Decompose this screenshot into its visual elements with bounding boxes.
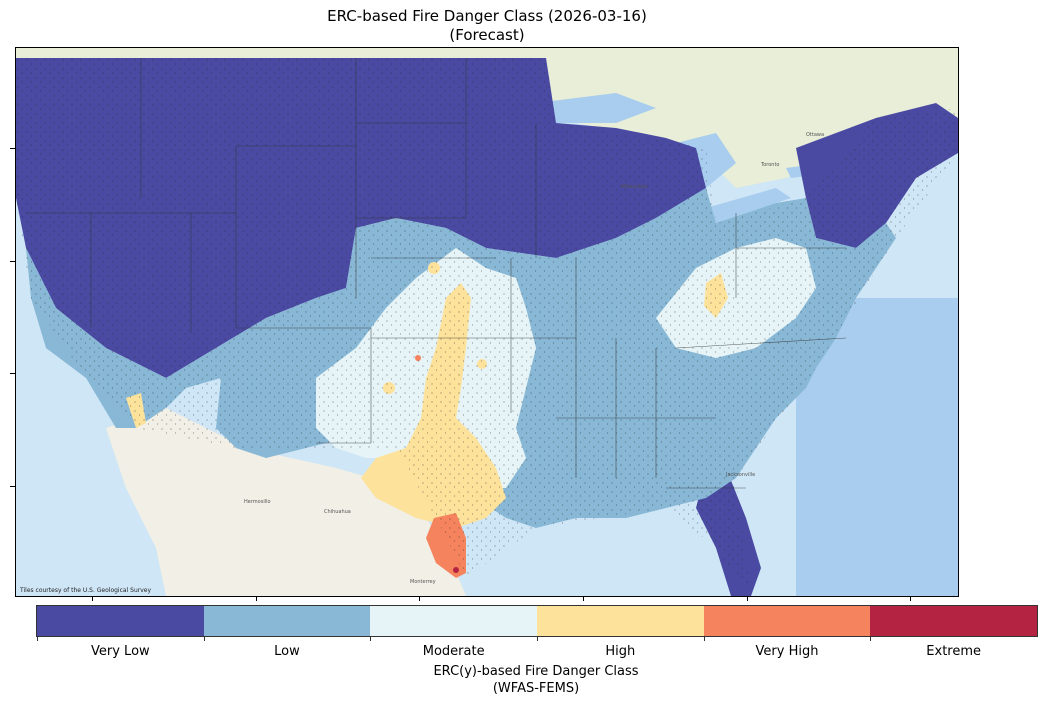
colorbar-class-label: Extreme (926, 644, 982, 659)
city-label: Chihuahua (324, 509, 351, 515)
y-axis-tick (10, 486, 15, 487)
x-axis-tick (256, 596, 257, 601)
city-label: Toronto (760, 162, 779, 168)
map-attribution: Tiles courtesy of the U.S. Geological Su… (20, 587, 152, 594)
colorbar-title-line1: ERC(y)-based Fire Danger Class (433, 664, 639, 679)
city-label: Ottawa (806, 132, 824, 138)
colorbar-segment (37, 606, 204, 636)
y-axis-tick (10, 148, 15, 149)
map-title-line1: ERC-based Fire Danger Class (2026-03-16) (327, 7, 647, 25)
colorbar-tick (370, 636, 372, 641)
station-dots-overlay (16, 58, 958, 596)
fire-danger-map[interactable]: Ottawa Toronto Milwaukee Hermosillo Chih… (15, 47, 959, 597)
city-label: Hermosillo (244, 499, 271, 505)
colorbar-tick (37, 636, 38, 641)
colorbar-class-label: Very Low (91, 644, 150, 659)
colorbar-segment (203, 606, 371, 636)
colorbar-tick (537, 636, 538, 641)
city-label: Monterrey (410, 579, 436, 585)
extreme-spot (453, 567, 459, 573)
x-axis-tick (583, 596, 584, 601)
colorbar (36, 605, 1038, 637)
colorbar-tick (703, 636, 705, 641)
map-canvas: Ottawa Toronto Milwaukee Hermosillo Chih… (16, 48, 958, 596)
state-boundaries (26, 58, 847, 489)
baja-california (166, 478, 231, 596)
x-axis-tick (419, 596, 420, 601)
x-axis-tick (910, 596, 911, 601)
colorbar-class-label: Moderate (422, 644, 485, 659)
y-axis-tick (10, 373, 15, 374)
colorbar-class-label: High (605, 644, 636, 659)
colorbar-title-line2: (WFAS-FEMS) (492, 681, 580, 696)
city-label: Milwaukee (621, 184, 647, 190)
colorbar-segment (537, 606, 704, 636)
city-label: Jacksonville (725, 472, 755, 478)
colorbar-class-label: Low (274, 644, 300, 659)
y-axis-tick (10, 261, 15, 262)
x-axis-tick (747, 596, 748, 601)
colorbar-class-label: Very High (755, 644, 819, 659)
colorbar-segment (370, 606, 538, 636)
colorbar-segment (870, 606, 1038, 636)
colorbar-tick (203, 636, 205, 641)
map-title-line2: (Forecast) (449, 26, 525, 44)
colorbar-tick (870, 636, 872, 641)
x-axis-tick (92, 596, 93, 601)
colorbar-title: ERC(y)-based Fire Danger Class (WFAS-FEM… (36, 663, 1036, 697)
colorbar-segment (703, 606, 871, 636)
map-title: ERC-based Fire Danger Class (2026-03-16)… (15, 7, 959, 45)
lake-superior (536, 93, 656, 123)
lake-erie (706, 188, 791, 223)
